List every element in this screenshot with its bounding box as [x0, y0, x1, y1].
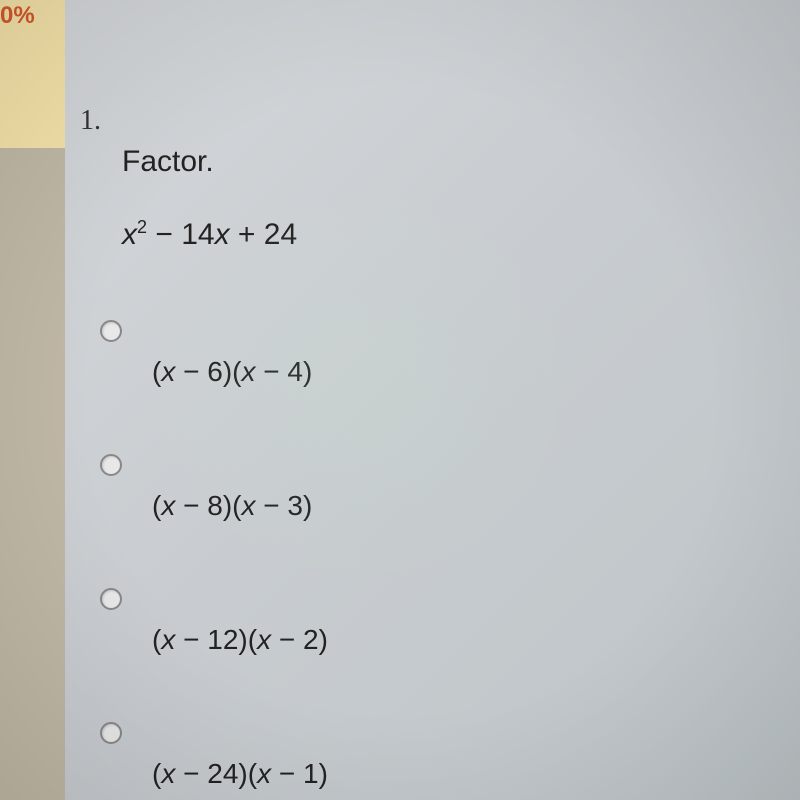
- variable: x: [122, 218, 137, 251]
- opt-var2: x: [257, 758, 271, 789]
- option-text: (x − 24)(x − 1): [152, 758, 328, 790]
- opt-b: 2: [303, 624, 319, 655]
- opt-b: 3: [287, 490, 303, 521]
- opt-var: x: [161, 490, 175, 521]
- question-content: 1. Factor. x2 − 14x + 24 (x − 6)(x − 4) …: [80, 105, 780, 790]
- question-number: 1.: [80, 105, 780, 137]
- opt-var: x: [161, 624, 175, 655]
- option-text: (x − 6)(x − 4): [152, 356, 312, 388]
- opt-var2: x: [257, 624, 271, 655]
- radio-icon[interactable]: [100, 722, 122, 744]
- radio-icon[interactable]: [100, 454, 122, 476]
- exponent: 2: [137, 217, 147, 237]
- yellow-highlight-box: 0%: [0, 0, 65, 148]
- option-4[interactable]: (x − 24)(x − 1): [100, 716, 780, 790]
- option-text: (x − 12)(x − 2): [152, 624, 328, 656]
- opt-a: 12: [207, 624, 238, 655]
- constant: 24: [264, 218, 297, 251]
- option-text: (x − 8)(x − 3): [152, 490, 312, 522]
- option-2[interactable]: (x − 8)(x − 3): [100, 448, 780, 522]
- opt-var: x: [161, 356, 175, 387]
- opt-a: 6: [207, 356, 223, 387]
- radio-icon[interactable]: [100, 320, 122, 342]
- option-3[interactable]: (x − 12)(x − 2): [100, 582, 780, 656]
- variable2: x: [215, 218, 230, 251]
- coef: 14: [181, 218, 214, 251]
- opt-var2: x: [241, 490, 255, 521]
- percent-fragment: 0%: [0, 2, 35, 30]
- opt-a: 8: [207, 490, 223, 521]
- opt-b: 1: [303, 758, 319, 789]
- opt-a: 24: [207, 758, 238, 789]
- opt-var2: x: [241, 356, 255, 387]
- opt-var: x: [161, 758, 175, 789]
- option-1[interactable]: (x − 6)(x − 4): [100, 314, 780, 388]
- opt-b: 4: [287, 356, 303, 387]
- radio-icon[interactable]: [100, 588, 122, 610]
- question-expression: x2 − 14x + 24: [122, 217, 780, 252]
- question-instruction: Factor.: [122, 145, 780, 179]
